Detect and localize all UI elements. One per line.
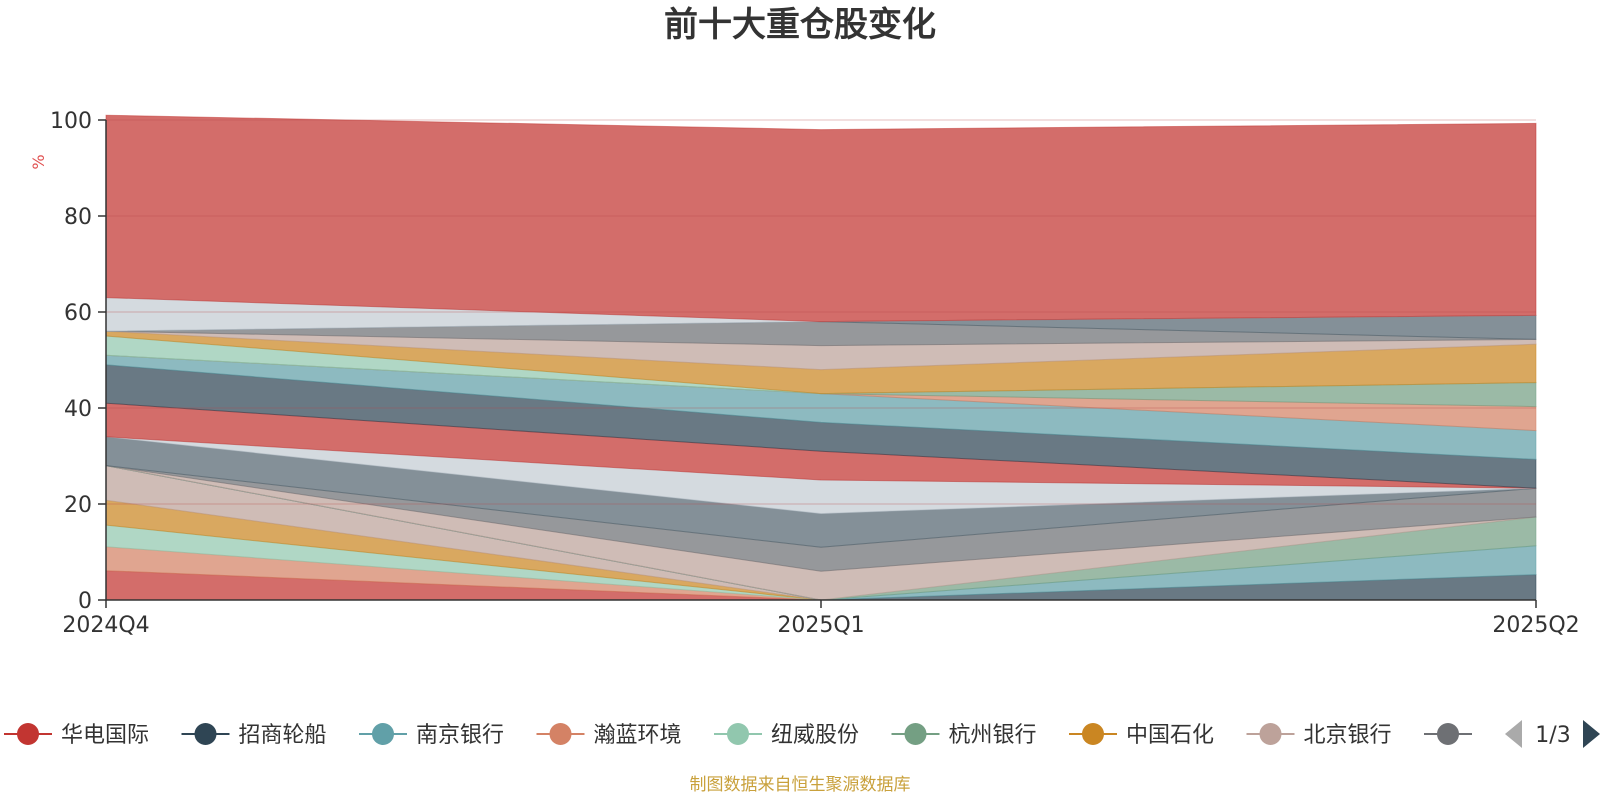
legend-item-5[interactable]: 杭州银行 <box>891 723 1037 748</box>
y-axis-unit-label: % <box>29 154 48 169</box>
legend-prev-icon[interactable] <box>1505 720 1522 748</box>
legend-label-1: 招商轮船 <box>239 723 327 748</box>
legend-item-8[interactable] <box>1424 723 1472 745</box>
legend-item-4[interactable]: 纽威股份 <box>714 723 859 748</box>
legend-label-2: 南京银行 <box>416 723 504 748</box>
legend-item-7[interactable]: 北京银行 <box>1246 723 1392 748</box>
legend-item-6[interactable]: 中国石化 <box>1069 723 1214 748</box>
legend-item-1[interactable]: 招商轮船 <box>181 723 327 748</box>
areas-layer <box>105 114 1537 601</box>
y-tick-label-40: 40 <box>64 397 92 422</box>
legend-pager: 1/3 <box>1505 720 1600 748</box>
legend-next-icon[interactable] <box>1583 720 1600 748</box>
chart-title: 前十大重仓股变化 <box>664 5 936 45</box>
legend-item-3[interactable]: 瀚蓝环境 <box>536 723 682 748</box>
legend-label-5: 杭州银行 <box>949 723 1037 748</box>
legend-marker-1 <box>194 723 217 745</box>
legend-marker-6 <box>1082 723 1104 745</box>
legend-marker-7 <box>1259 723 1282 745</box>
x-tick-label-0: 2024Q4 <box>62 613 149 638</box>
y-tick-label-0: 0 <box>78 589 92 614</box>
x-tick-label-1: 2025Q1 <box>777 613 864 638</box>
legend-label-3: 瀚蓝环境 <box>594 723 682 748</box>
legend-marker-8 <box>1437 723 1459 745</box>
x-tick-label-2: 2025Q2 <box>1492 613 1579 638</box>
y-tick-label-60: 60 <box>64 301 92 326</box>
legend-label-4: 纽威股份 <box>771 723 859 748</box>
y-tick-label-100: 100 <box>50 109 92 134</box>
area-series-23 <box>105 114 1537 323</box>
legend-item-0[interactable]: 华电国际 <box>4 723 149 748</box>
grid-layer <box>106 119 1536 505</box>
legend-marker-5 <box>904 723 927 745</box>
legend-page-indicator: 1/3 <box>1535 723 1570 748</box>
legend-item-2[interactable]: 南京银行 <box>359 723 504 748</box>
legend-marker-4 <box>727 723 749 745</box>
axis-layer: 0 20 40 60 80 100 2024Q4 2025Q1 2025Q2 <box>50 109 1580 638</box>
y-tick-label-20: 20 <box>64 493 92 518</box>
data-source-note: 制图数据来自恒生聚源数据库 <box>690 775 911 795</box>
legend-label-7: 北京银行 <box>1304 723 1392 748</box>
legend-marker-0 <box>17 723 39 745</box>
legend-marker-3 <box>549 723 572 745</box>
y-tick-label-80: 80 <box>64 205 92 230</box>
legend: 华电国际 招商轮船 南京银行 瀚蓝环境 纽威股份 杭州银行 中国石化 北京银行 1/3 <box>4 720 1600 748</box>
legend-label-6: 中国石化 <box>1126 723 1214 748</box>
legend-marker-2 <box>372 723 394 745</box>
legend-label-0: 华电国际 <box>61 723 149 748</box>
